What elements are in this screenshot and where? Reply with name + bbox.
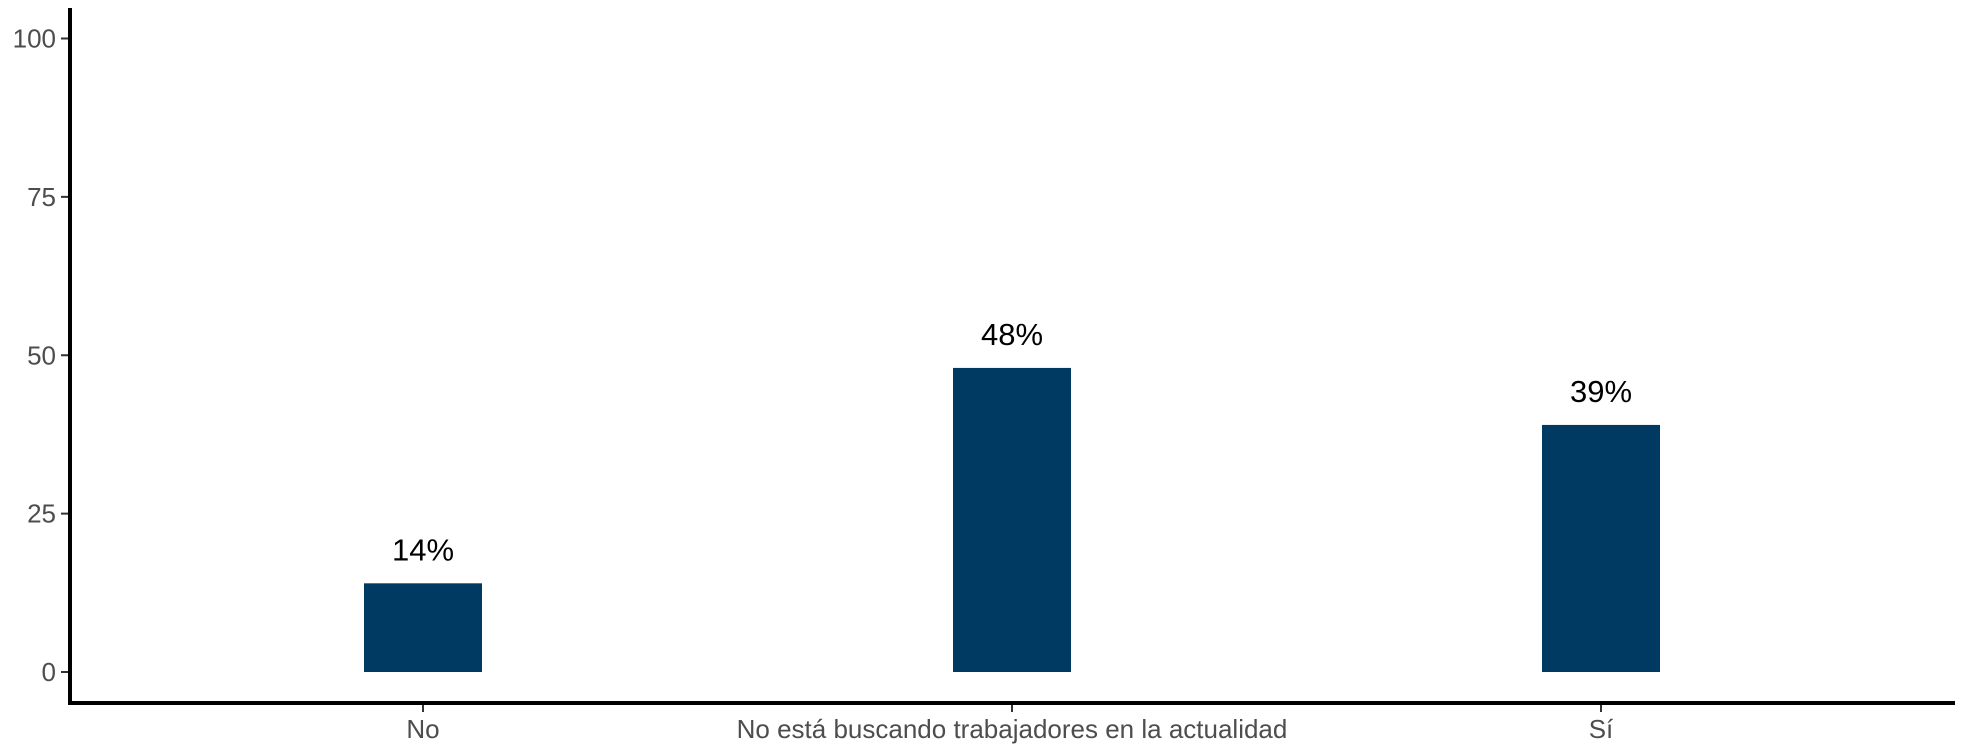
y-tick-label: 25 [27, 499, 56, 529]
bar [953, 367, 1071, 672]
bar-value-label: 48% [981, 317, 1043, 352]
data-labels: 14% 48% 39% [392, 317, 1632, 567]
y-tick-label: 100 [13, 24, 56, 54]
x-axis-ticks: No No está buscando trabajadores en la ac… [406, 703, 1614, 744]
bar-value-label: 39% [1570, 374, 1632, 409]
x-tick-label: No [406, 714, 439, 744]
bar [364, 583, 482, 672]
y-axis-ticks: 0 25 50 75 100 [13, 24, 70, 687]
y-tick-label: 50 [27, 340, 56, 370]
bar-value-label: 14% [392, 532, 454, 567]
y-tick-label: 0 [42, 657, 56, 687]
bars [364, 367, 1660, 672]
bar [1542, 424, 1660, 672]
x-tick-label: Sí [1589, 714, 1614, 744]
x-tick-label: No está buscando trabajadores en la actu… [737, 714, 1288, 744]
y-tick-label: 75 [27, 182, 56, 212]
